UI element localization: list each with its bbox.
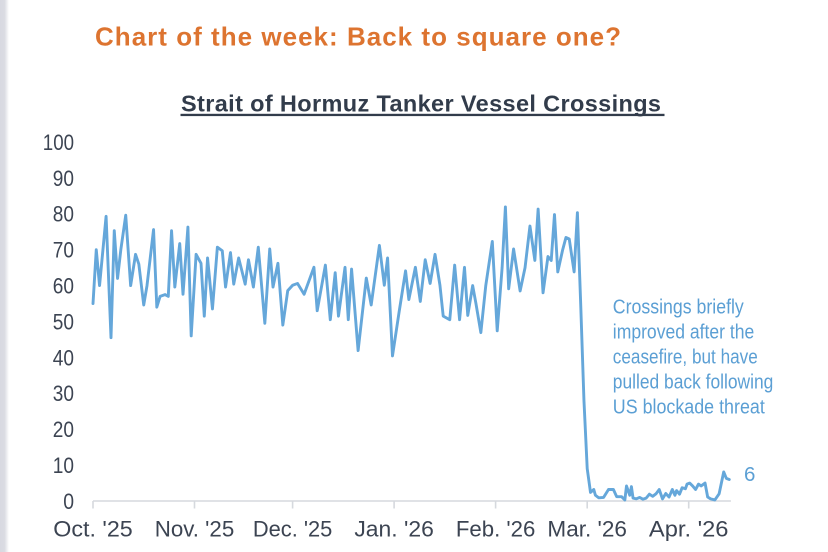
svg-text:80: 80 bbox=[53, 202, 74, 227]
svg-text:Strait of Hormuz Tanker Vessel: Strait of Hormuz Tanker Vessel Crossings bbox=[181, 91, 661, 117]
svg-text:Jan. '26: Jan. '26 bbox=[354, 517, 434, 542]
svg-text:10: 10 bbox=[53, 453, 74, 478]
svg-text:Mar. '26: Mar. '26 bbox=[547, 517, 627, 542]
svg-text:100: 100 bbox=[43, 130, 74, 155]
svg-text:improved after the: improved after the bbox=[613, 321, 755, 343]
svg-text:30: 30 bbox=[53, 381, 74, 406]
svg-text:Dec. '25: Dec. '25 bbox=[253, 517, 333, 542]
svg-text:60: 60 bbox=[53, 274, 74, 299]
svg-text:Chart of the week: Back to squ: Chart of the week: Back to square one? bbox=[95, 22, 621, 52]
svg-text:Crossings briefly: Crossings briefly bbox=[613, 297, 744, 319]
svg-text:pulled back following: pulled back following bbox=[613, 371, 774, 393]
svg-text:0: 0 bbox=[63, 489, 74, 514]
svg-text:Apr. '26: Apr. '26 bbox=[649, 517, 729, 542]
svg-text:90: 90 bbox=[53, 166, 74, 191]
svg-text:Feb. '26: Feb. '26 bbox=[456, 517, 536, 542]
svg-text:US blockade threat: US blockade threat bbox=[613, 396, 765, 418]
svg-text:Oct. '25: Oct. '25 bbox=[53, 517, 133, 542]
svg-text:40: 40 bbox=[53, 345, 74, 370]
svg-text:Nov. '25: Nov. '25 bbox=[155, 517, 235, 542]
svg-text:ceasefire, but have: ceasefire, but have bbox=[613, 346, 758, 368]
svg-text:70: 70 bbox=[53, 238, 74, 263]
svg-text:6: 6 bbox=[744, 463, 755, 486]
svg-text:20: 20 bbox=[53, 417, 74, 442]
svg-text:50: 50 bbox=[53, 309, 74, 334]
